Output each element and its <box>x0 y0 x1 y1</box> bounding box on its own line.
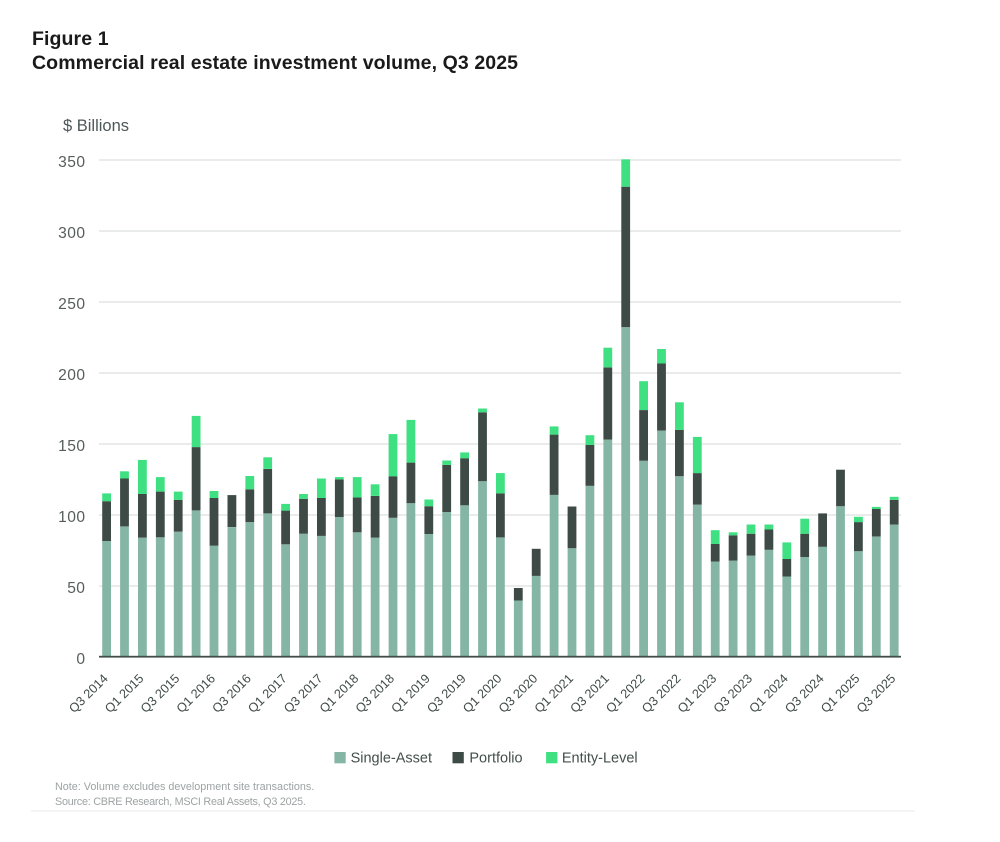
svg-text:200: 200 <box>58 367 85 384</box>
svg-text:150: 150 <box>58 438 85 455</box>
svg-text:350: 350 <box>58 154 85 171</box>
svg-text:0: 0 <box>76 651 85 668</box>
svg-text:Portfolio: Portfolio <box>469 751 522 767</box>
svg-text:250: 250 <box>58 296 85 313</box>
svg-text:100: 100 <box>58 509 85 526</box>
svg-text:Q3 2025: Q3 2025 <box>854 671 898 715</box>
svg-text:300: 300 <box>58 225 85 242</box>
svg-text:Entity-Level: Entity-Level <box>562 751 638 767</box>
svg-text:Single-Asset: Single-Asset <box>351 751 432 767</box>
svg-text:50: 50 <box>67 580 85 597</box>
